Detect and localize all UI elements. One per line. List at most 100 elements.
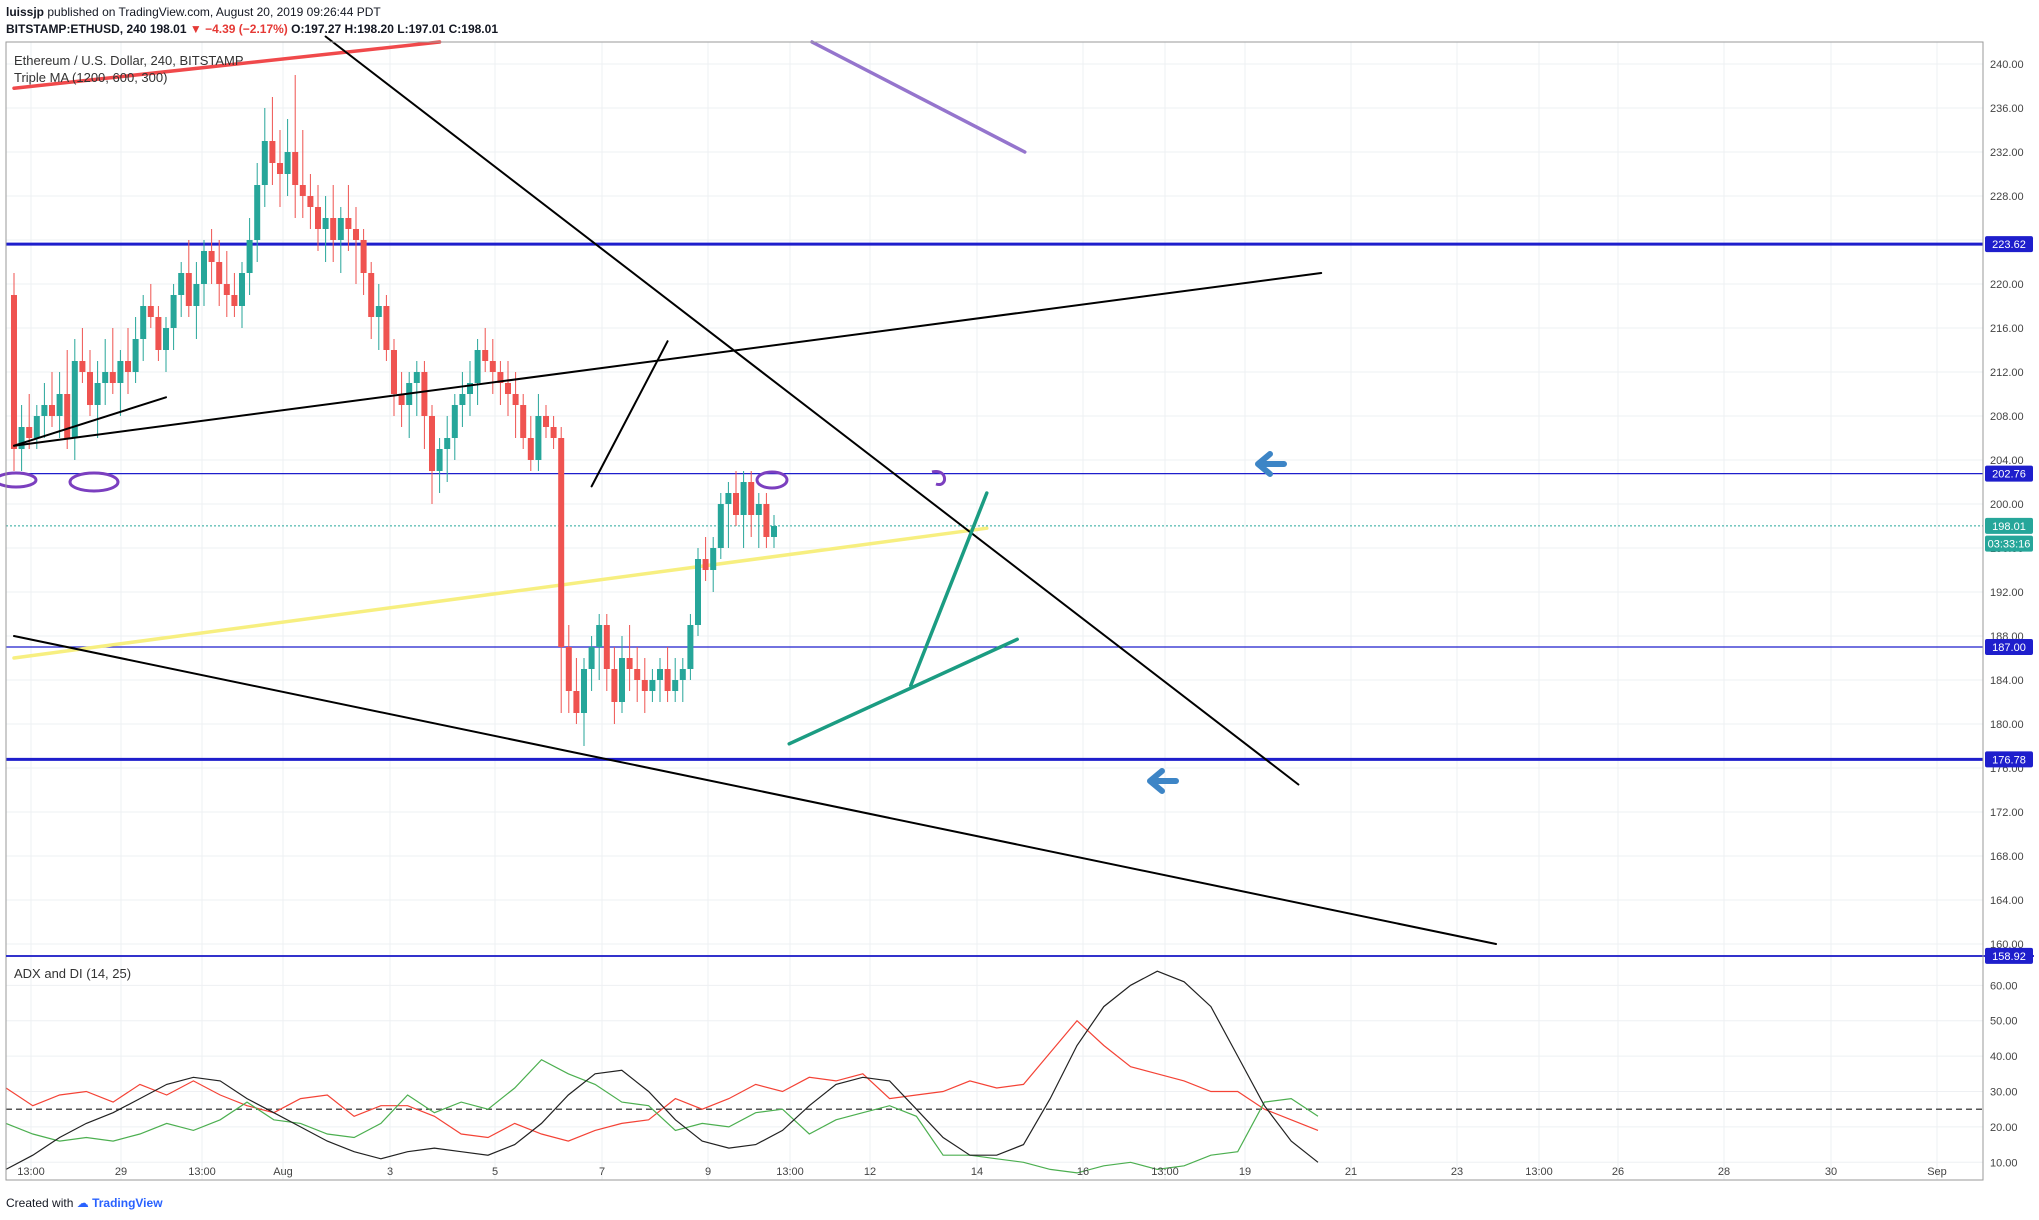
price-tag-label: 223.62 — [1992, 239, 2026, 251]
candle-body — [292, 152, 299, 185]
candle-body — [125, 361, 131, 372]
y-tick-label: 192.00 — [1990, 587, 2024, 599]
candle-body — [383, 306, 390, 350]
candle-body — [398, 394, 405, 405]
candle-body — [520, 405, 527, 438]
candle-body — [11, 295, 17, 449]
candle-body — [117, 361, 124, 383]
x-tick-label: 14 — [971, 1166, 983, 1178]
price-tag — [1985, 535, 2033, 552]
candle-body — [223, 284, 230, 295]
price-tag — [1985, 236, 2033, 253]
price-tag — [1985, 465, 2033, 482]
price-tag-label: 198.01 — [1992, 521, 2026, 533]
candle-body — [558, 438, 565, 647]
candle-body — [717, 504, 724, 548]
x-tick-label: 16 — [1077, 1166, 1089, 1178]
candle-body — [527, 438, 534, 460]
candle-body — [163, 328, 169, 350]
candle-body — [49, 405, 55, 416]
candle-body — [231, 295, 238, 306]
x-tick-label: 28 — [1718, 1166, 1730, 1178]
publish-text: published on TradingView.com, August 20,… — [47, 5, 381, 19]
main-series-legend[interactable]: Ethereum / U.S. Dollar, 240, BITSTAMP — [14, 53, 244, 68]
candle-body — [649, 680, 656, 691]
y-tick-label: 168.00 — [1990, 851, 2024, 863]
trendlines — [13, 35, 1497, 945]
candle-body — [337, 218, 344, 240]
candle-body — [18, 427, 25, 449]
candle-body — [307, 196, 314, 207]
highlight-ellipse — [755, 470, 789, 490]
candle-body — [33, 416, 40, 438]
adx-legend[interactable]: ADX and DI (14, 25) — [14, 966, 132, 981]
candle-body — [79, 361, 86, 372]
adx-tick-label: 50.00 — [1990, 1016, 2018, 1028]
x-tick-label: 7 — [599, 1166, 605, 1178]
moving-average-line — [12, 40, 442, 90]
candle-body — [140, 306, 147, 339]
x-tick-label: 9 — [705, 1166, 711, 1178]
y-tick-label: 220.00 — [1990, 279, 2024, 291]
candle-body — [254, 185, 261, 240]
adx-tick-label: 20.00 — [1990, 1122, 2018, 1134]
x-tick-label: Sep — [1927, 1166, 1947, 1178]
price-tag — [1985, 947, 2033, 964]
main-grid — [6, 42, 1983, 1180]
candle-body — [64, 394, 71, 438]
candle-body — [596, 625, 603, 647]
adx-line — [5, 970, 1319, 1170]
highlight-ellipse — [68, 471, 120, 493]
candle-body — [170, 295, 177, 328]
candle-body — [657, 669, 663, 680]
y-tick-label: 228.00 — [1990, 191, 2024, 203]
candle-body — [353, 229, 359, 240]
candle-body — [626, 658, 633, 669]
y-tick-label: 208.00 — [1990, 411, 2024, 423]
trendline — [324, 35, 1300, 786]
candle-body — [740, 482, 747, 515]
tradingview-brand[interactable]: TradingView — [92, 1196, 163, 1210]
candle-body — [505, 383, 511, 394]
symbol-label: BITSTAMP:ETHUSD, 240 — [6, 22, 147, 36]
candle-body — [535, 416, 542, 460]
price-tag-label: 202.76 — [1992, 469, 2026, 481]
candle-body — [368, 273, 375, 317]
trendline — [13, 635, 1497, 945]
chart-axes: 13:00 29 13:00 Aug 3 5 7 9 13:00 12 14 16 13:00 19 21 2… — [5, 41, 2034, 1181]
candle-body — [132, 339, 139, 372]
x-tick-label: 3 — [387, 1166, 393, 1178]
y-tick-label: 216.00 — [1990, 323, 2024, 335]
author-username[interactable]: luissjp — [6, 5, 45, 19]
trendline — [909, 491, 989, 688]
blue-arrow-icon — [1255, 451, 1287, 477]
candle-body — [497, 372, 504, 383]
candle-body — [619, 658, 625, 702]
candle-body — [444, 438, 451, 449]
candle-body — [573, 691, 580, 713]
di-minus-line — [5, 1019, 1319, 1142]
di-plus-line — [5, 1058, 1319, 1174]
candle-body — [413, 372, 420, 383]
blue-arrow-icon — [1147, 768, 1179, 794]
highlight-ellipse — [0, 471, 38, 489]
candle-body — [41, 405, 48, 416]
candle-body — [94, 383, 101, 405]
x-tick-label: 26 — [1612, 1166, 1624, 1178]
candle-body — [451, 405, 458, 438]
x-tick-label: 21 — [1345, 1166, 1357, 1178]
candle-body — [322, 218, 329, 229]
trendline — [13, 396, 167, 447]
trendline — [787, 637, 1019, 746]
candle-body — [634, 669, 641, 680]
candle-body — [474, 350, 481, 383]
tradingview-logo-icon: ☁ — [76, 1196, 89, 1210]
last-price: 198.01 — [149, 22, 187, 36]
created-with-text: Created with — [6, 1196, 74, 1210]
adx-pane-lines — [5, 970, 1983, 1174]
ma-legend[interactable]: Triple MA (1200, 600, 300) — [14, 70, 168, 85]
horizontal-levels — [6, 242, 1983, 957]
price-tag-label: 187.00 — [1992, 642, 2026, 654]
price-tag-label: 176.78 — [1992, 754, 2026, 766]
